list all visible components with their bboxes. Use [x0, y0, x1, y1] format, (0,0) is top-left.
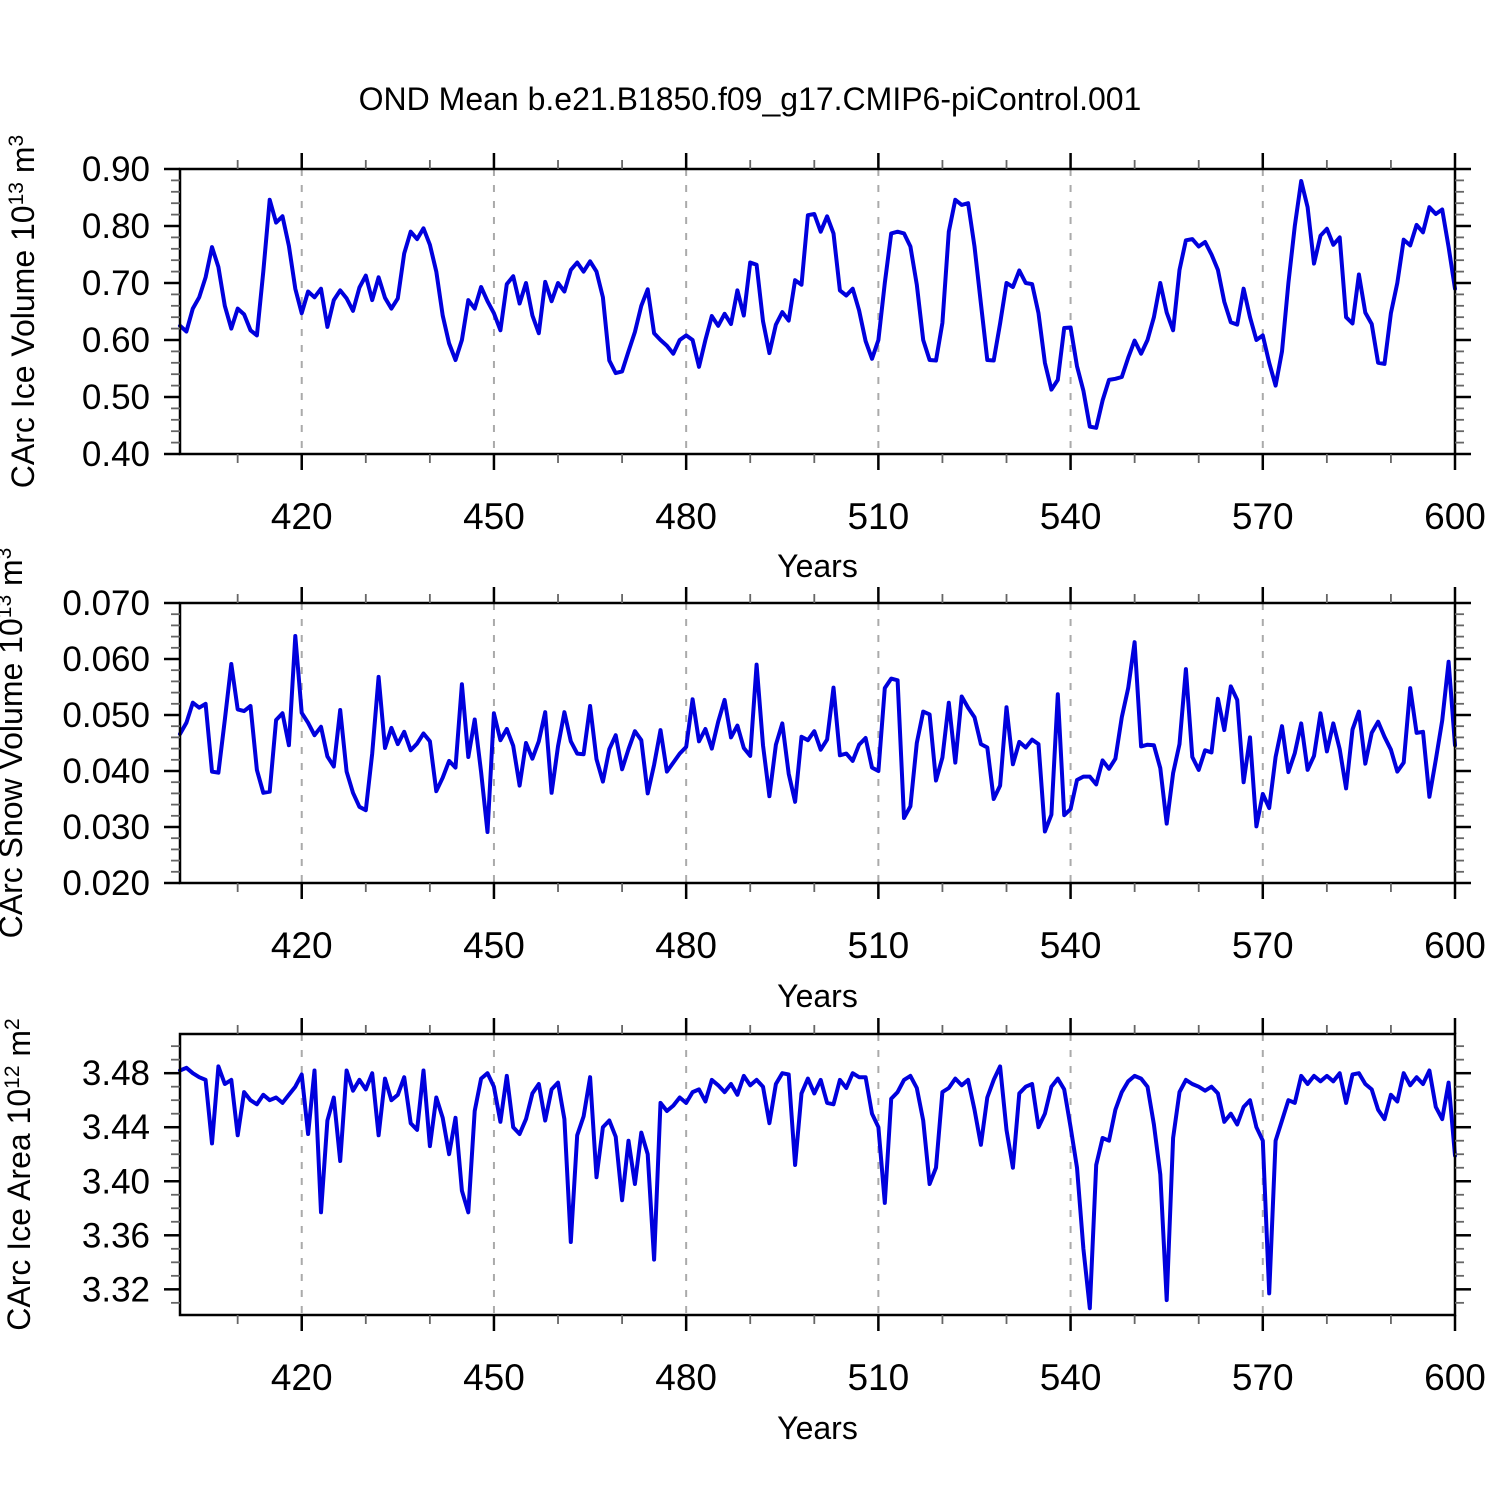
x-tick-label: 420 — [271, 496, 333, 537]
x-tick-label: 510 — [847, 925, 909, 966]
y-tick-label: 0.90 — [82, 150, 150, 189]
x-axis-label: Years — [777, 1410, 858, 1446]
y-tick-label: 3.40 — [82, 1162, 150, 1201]
y-tick-label: 0.040 — [62, 752, 150, 791]
y-tick-label: 0.050 — [62, 696, 150, 735]
x-tick-label: 540 — [1040, 925, 1102, 966]
y-tick-label: 0.70 — [82, 264, 150, 303]
x-tick-label: 600 — [1424, 1357, 1486, 1398]
plot-frame — [178, 1032, 1457, 1317]
y-tick-label: 3.32 — [82, 1270, 150, 1309]
x-tick-label: 570 — [1232, 925, 1294, 966]
plot-frame — [178, 167, 1457, 456]
y-tick-label: 3.36 — [82, 1216, 150, 1255]
charts-group: 420 450 480 510 540 570 600 0.40 0.50 0.60 0.70 0.8… — [0, 135, 1486, 1446]
x-tick-label: 570 — [1232, 1357, 1294, 1398]
y-axis-label: CArc Ice Volume 1013 m3 — [5, 135, 41, 488]
ice-volume-chart: 420 450 480 510 540 570 600 0.40 0.50 0.60 0.70 0.8… — [5, 135, 1486, 584]
ice-volume-series-line — [178, 179, 1457, 430]
figure-title: OND Mean b.e21.B1850.f09_g17.CMIP6-piCon… — [359, 81, 1142, 117]
x-tick-label: 420 — [271, 1357, 333, 1398]
x-tick-label: 450 — [463, 925, 525, 966]
y-tick-label: 0.50 — [82, 378, 150, 417]
x-tick-label: 510 — [847, 1357, 909, 1398]
y-axis-label: CArc Snow Volume 1013 m3 — [0, 548, 29, 939]
y-tick-label: 0.40 — [82, 435, 150, 474]
plot-frame — [178, 601, 1457, 885]
x-tick-label: 600 — [1424, 496, 1486, 537]
ice-area-series-line — [178, 1064, 1457, 1311]
y-tick-label: 0.070 — [62, 584, 150, 623]
x-tick-label: 600 — [1424, 925, 1486, 966]
y-tick-label: 0.020 — [62, 864, 150, 903]
y-tick-label: 0.60 — [82, 321, 150, 360]
y-tick-label: 0.030 — [62, 808, 150, 847]
y-tick-label: 0.060 — [62, 640, 150, 679]
snow-volume-series-line — [178, 634, 1457, 834]
x-tick-label: 480 — [655, 925, 717, 966]
y-tick-label: 3.44 — [82, 1108, 150, 1147]
y-axis-label: CArc Ice Area 1012 m2 — [1, 1018, 37, 1330]
x-tick-label: 480 — [655, 1357, 717, 1398]
x-axis-label: Years — [777, 978, 858, 1014]
x-tick-label: 540 — [1040, 496, 1102, 537]
x-tick-label: 480 — [655, 496, 717, 537]
x-tick-label: 540 — [1040, 1357, 1102, 1398]
y-tick-label: 0.80 — [82, 207, 150, 246]
x-tick-label: 510 — [847, 496, 909, 537]
x-axis-label: Years — [777, 548, 858, 584]
x-tick-label: 420 — [271, 925, 333, 966]
x-tick-label: 570 — [1232, 496, 1294, 537]
snow-volume-chart: 420 450 480 510 540 570 600 0.020 0.030 0.040 0.05… — [0, 548, 1486, 1014]
x-tick-label: 450 — [463, 1357, 525, 1398]
ice-area-chart: 420 450 480 510 540 570 600 3.32 3.36 3.40 3.44 3.4… — [1, 1018, 1486, 1446]
x-tick-label: 450 — [463, 496, 525, 537]
y-tick-label: 3.48 — [82, 1054, 150, 1093]
